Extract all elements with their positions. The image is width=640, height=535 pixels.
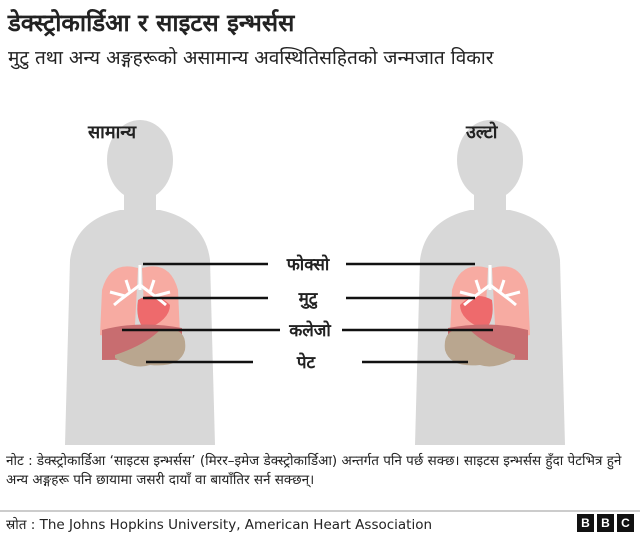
reversed-organs xyxy=(443,263,532,368)
label-heart: मुटु xyxy=(298,289,319,309)
leader-lines xyxy=(122,262,493,364)
reversed-label: उल्टो xyxy=(466,122,498,143)
source: स्रोत : The Johns Hopkins University, Am… xyxy=(6,517,433,533)
bbc-logo-b1: B xyxy=(577,514,594,532)
subtitle: मुटु तथा अन्य अङ्गहरूको असामान्य अवस्थित… xyxy=(8,47,494,69)
note: नोट : डेक्स्ट्रोकार्डिआ ‘साइटस इन्भर्सस’… xyxy=(6,453,622,488)
label-lungs: फोक्सो xyxy=(286,254,330,275)
label-stomach: पेट xyxy=(296,352,317,373)
title: डेक्स्ट्रोकार्डिआ र साइटस इन्भर्सस xyxy=(8,9,295,37)
organ-diagram: फोक्सो मुटु कलेजो पेट xyxy=(65,120,565,445)
bbc-logo-b2: B xyxy=(597,514,614,532)
bbc-logo: B B C xyxy=(577,514,634,532)
normal-label: सामान्य xyxy=(88,122,137,143)
bbc-logo-c: C xyxy=(617,514,634,532)
label-liver: कलेजो xyxy=(288,320,331,341)
normal-organs xyxy=(98,263,187,368)
divider xyxy=(0,510,640,512)
